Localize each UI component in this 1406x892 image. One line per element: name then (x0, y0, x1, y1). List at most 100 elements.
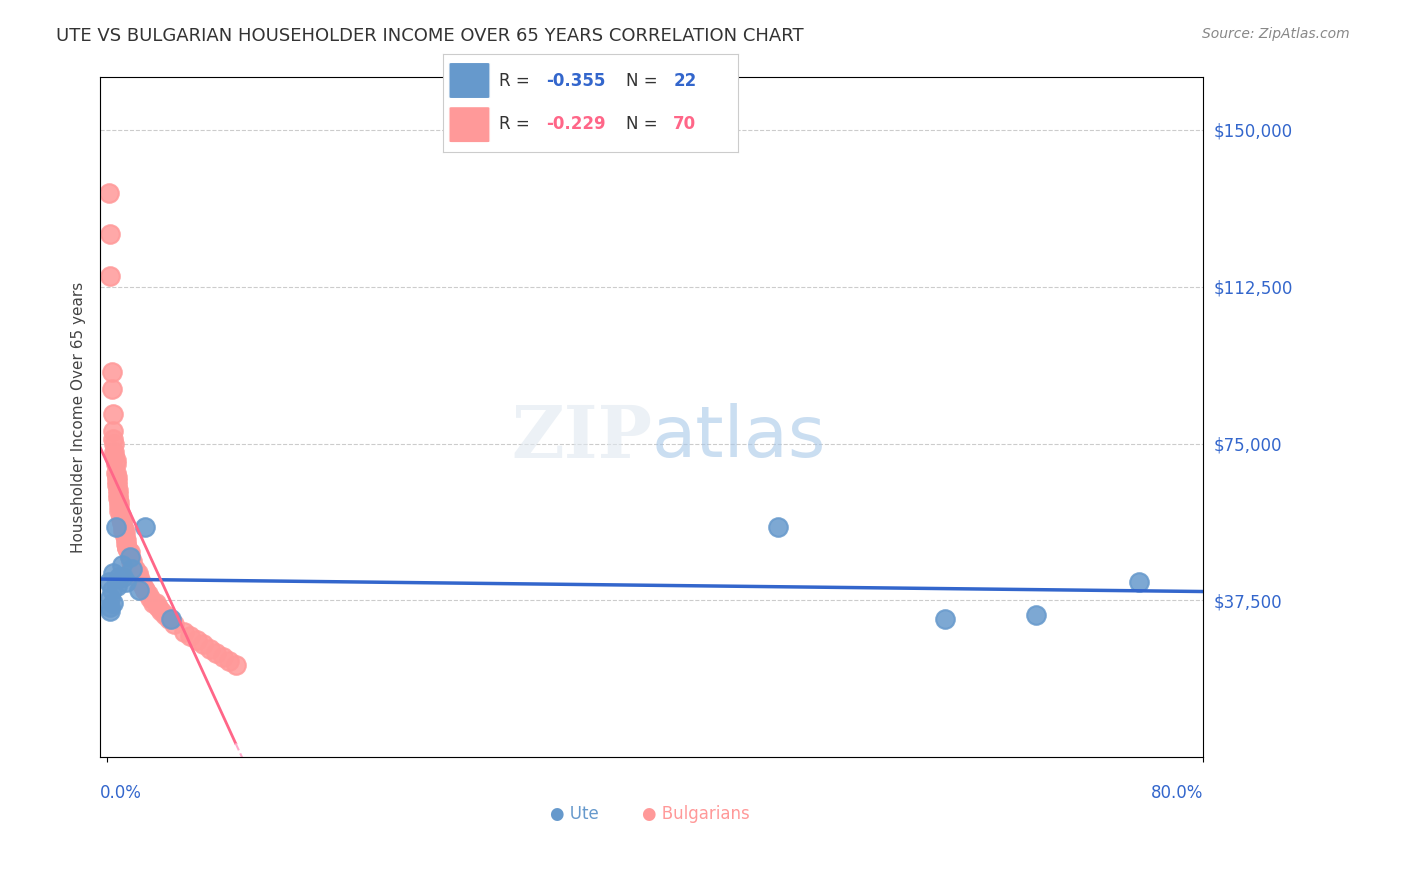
Bulgarians (122, 562, 145, 576)
Bulgarians (127, 566, 149, 581)
Ute (105, 579, 128, 593)
Bulgarians (142, 596, 165, 610)
Bulgarians (205, 646, 228, 660)
Bulgarians (186, 633, 208, 648)
Bulgarians (100, 269, 122, 284)
Text: R =: R = (499, 115, 536, 133)
Bulgarians (115, 533, 138, 547)
Bulgarians (225, 658, 247, 673)
Bulgarians (108, 495, 131, 509)
Bulgarians (125, 566, 148, 581)
Ute (104, 520, 127, 534)
Ute (101, 566, 124, 581)
Bulgarians (108, 500, 131, 514)
Ute (118, 549, 141, 564)
Ute (128, 582, 150, 597)
Bulgarians (100, 382, 122, 396)
FancyBboxPatch shape (449, 62, 491, 99)
Bulgarians (108, 503, 131, 517)
Bulgarians (121, 558, 143, 572)
Bulgarians (110, 508, 132, 522)
Bulgarians (218, 654, 240, 668)
Bulgarians (134, 582, 156, 597)
Bulgarians (163, 616, 186, 631)
Bulgarians (115, 537, 138, 551)
Bulgarians (112, 520, 135, 534)
Bulgarians (139, 591, 162, 606)
Y-axis label: Householder Income Over 65 years: Householder Income Over 65 years (72, 282, 86, 553)
Bulgarians (118, 545, 141, 559)
Bulgarians (129, 574, 152, 589)
Bulgarians (115, 541, 138, 556)
Bulgarians (198, 641, 221, 656)
Text: UTE VS BULGARIAN HOUSEHOLDER INCOME OVER 65 YEARS CORRELATION CHART: UTE VS BULGARIAN HOUSEHOLDER INCOME OVER… (56, 27, 804, 45)
Bulgarians (211, 650, 233, 665)
Bulgarians (101, 407, 124, 421)
Bulgarians (101, 433, 124, 447)
Bulgarians (103, 449, 125, 463)
Bulgarians (173, 624, 195, 639)
Bulgarians (101, 424, 124, 438)
Bulgarians (107, 487, 129, 501)
Ute (115, 574, 138, 589)
Bulgarians (114, 524, 136, 539)
FancyBboxPatch shape (449, 106, 491, 143)
Bulgarians (193, 637, 215, 651)
Text: 22: 22 (673, 72, 696, 90)
Bulgarians (111, 512, 134, 526)
Bulgarians (107, 483, 129, 497)
Text: 70: 70 (673, 115, 696, 133)
Bulgarians (117, 545, 139, 559)
Bulgarians (149, 604, 172, 618)
Ute (100, 599, 122, 614)
Text: ZIP: ZIP (510, 402, 652, 474)
Ute (100, 604, 122, 618)
Bulgarians (148, 599, 170, 614)
Ute (100, 582, 122, 597)
Ute (111, 558, 134, 572)
Ute (98, 574, 121, 589)
Ute (766, 520, 789, 534)
Text: N =: N = (626, 115, 662, 133)
Bulgarians (105, 478, 128, 492)
Bulgarians (128, 570, 150, 584)
Bulgarians (104, 458, 127, 472)
Ute (121, 562, 143, 576)
Text: -0.229: -0.229 (546, 115, 606, 133)
Text: ● Ute: ● Ute (550, 805, 599, 823)
Ute (1025, 608, 1047, 623)
Ute (934, 612, 956, 626)
Bulgarians (179, 629, 201, 643)
Bulgarians (134, 582, 156, 597)
Bulgarians (114, 528, 136, 542)
Bulgarians (112, 524, 135, 539)
Bulgarians (103, 445, 125, 459)
Text: ● Bulgarians: ● Bulgarians (643, 805, 749, 823)
Bulgarians (145, 596, 167, 610)
Ute (1128, 574, 1150, 589)
Bulgarians (104, 466, 127, 480)
Ute (101, 596, 124, 610)
Text: Source: ZipAtlas.com: Source: ZipAtlas.com (1202, 27, 1350, 41)
Bulgarians (103, 436, 125, 450)
Ute (160, 612, 183, 626)
Bulgarians (100, 366, 122, 380)
Ute (112, 570, 135, 584)
Text: 80.0%: 80.0% (1152, 784, 1204, 802)
Bulgarians (136, 587, 159, 601)
Bulgarians (110, 512, 132, 526)
Bulgarians (111, 516, 134, 530)
Bulgarians (115, 541, 138, 556)
Bulgarians (104, 453, 127, 467)
Text: N =: N = (626, 72, 662, 90)
Text: 0.0%: 0.0% (100, 784, 142, 802)
Bulgarians (121, 558, 143, 572)
Ute (100, 591, 122, 606)
Bulgarians (132, 579, 155, 593)
Bulgarians (98, 186, 121, 200)
Bulgarians (105, 470, 128, 484)
Bulgarians (124, 562, 146, 576)
Bulgarians (157, 612, 180, 626)
Bulgarians (107, 491, 129, 505)
Bulgarians (118, 549, 141, 564)
